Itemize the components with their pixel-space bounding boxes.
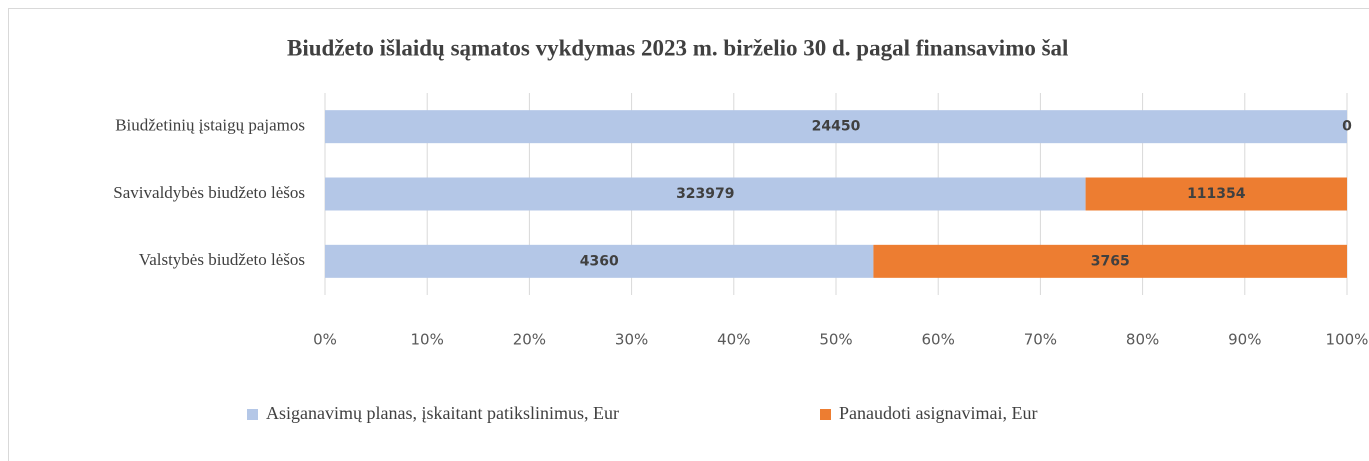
data-label: 4360 [580, 253, 619, 269]
legend-label: Panaudoti asignavimai, Eur [839, 403, 1037, 423]
bar-segment [325, 177, 1086, 211]
bar-segment [1085, 177, 1347, 211]
y-tick-label: Savivaldybės biudžeto lėšos [113, 183, 305, 202]
x-tick-label: 10% [411, 331, 444, 349]
bar-segment [325, 244, 874, 278]
x-tick-label: 100% [1326, 331, 1369, 349]
x-tick-label: 0% [313, 331, 337, 349]
y-tick-label: Biudžetinių įstaigų pajamos [115, 116, 305, 135]
data-label: 111354 [1187, 186, 1246, 202]
legend-swatch [820, 409, 831, 420]
data-label: 323979 [676, 186, 734, 202]
legend-swatch [247, 409, 258, 420]
x-tick-label: 50% [819, 331, 852, 349]
x-tick-label: 70% [1024, 331, 1057, 349]
data-label: 24450 [812, 119, 861, 135]
chart-title: Biudžeto išlaidų sąmatos vykdymas 2023 m… [287, 35, 1068, 60]
x-tick-label: 90% [1228, 331, 1261, 349]
legend-label: Asiganavimų planas, įskaitant patikslini… [266, 403, 619, 423]
x-tick-label: 40% [717, 331, 750, 349]
data-label: 0 [1342, 119, 1352, 135]
chart-frame [8, 8, 1369, 461]
x-tick-label: 60% [922, 331, 955, 349]
bar-segment [325, 110, 1347, 144]
data-label: 3765 [1091, 253, 1130, 269]
x-tick-label: 80% [1126, 331, 1159, 349]
x-tick-label: 30% [615, 331, 648, 349]
y-tick-label: Valstybės biudžeto lėšos [139, 250, 305, 269]
bar-segment [873, 244, 1347, 278]
x-tick-label: 20% [513, 331, 546, 349]
